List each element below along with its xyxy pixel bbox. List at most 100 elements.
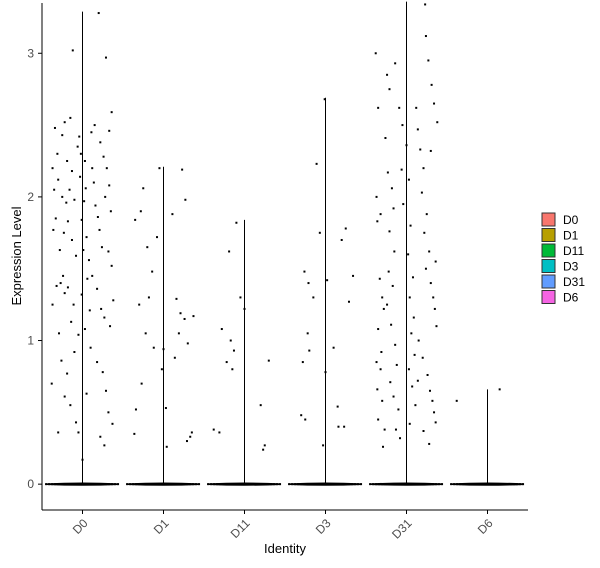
data-point: [104, 195, 107, 198]
data-point: [104, 389, 107, 392]
data-point: [229, 339, 232, 342]
data-point: [405, 144, 408, 147]
data-point: [435, 325, 438, 328]
data-point: [168, 483, 171, 486]
data-point: [219, 483, 222, 486]
data-point: [412, 316, 415, 319]
data-point: [394, 428, 397, 431]
data-point: [495, 483, 498, 486]
data-point: [516, 483, 519, 486]
data-point: [390, 323, 393, 326]
data-point: [142, 187, 145, 190]
data-point: [213, 483, 216, 486]
data-point: [372, 483, 375, 486]
legend-key: [541, 243, 556, 258]
data-point: [225, 361, 228, 364]
x-tick-label-d11: D11: [228, 516, 253, 541]
data-point: [63, 483, 66, 486]
data-point: [151, 270, 154, 273]
data-point: [428, 250, 431, 253]
data-point: [117, 483, 120, 486]
data-point: [246, 483, 249, 486]
data-point: [153, 483, 156, 486]
data-point: [427, 59, 430, 62]
data-point: [382, 445, 385, 448]
data-point: [158, 167, 161, 170]
data-point: [306, 332, 309, 335]
violin-d11: [208, 219, 281, 486]
data-point: [425, 213, 428, 216]
data-point: [92, 181, 95, 184]
data-point: [97, 12, 100, 15]
data-point: [394, 343, 397, 346]
data-point: [72, 483, 75, 486]
data-point: [94, 204, 97, 207]
legend-label: D31: [563, 275, 585, 289]
data-point: [53, 188, 56, 191]
data-point: [96, 361, 99, 364]
data-point: [102, 155, 105, 158]
data-point: [189, 483, 192, 486]
data-point: [434, 421, 437, 424]
data-point: [441, 483, 444, 486]
data-point: [312, 483, 315, 486]
data-point: [348, 483, 351, 486]
data-point: [109, 210, 112, 213]
data-point: [422, 430, 425, 433]
data-point: [66, 372, 69, 375]
x-tick-label-d3: D3: [313, 516, 334, 537]
data-point: [243, 483, 246, 486]
data-point: [294, 483, 297, 486]
data-point: [181, 168, 184, 171]
data-point: [186, 483, 189, 486]
data-point: [276, 483, 279, 486]
data-point: [52, 228, 55, 231]
data-point: [185, 440, 188, 443]
data-point: [396, 483, 399, 486]
data-point: [103, 444, 106, 447]
data-point: [105, 167, 108, 170]
data-point: [333, 483, 336, 486]
data-point: [240, 483, 243, 486]
data-point: [424, 35, 427, 38]
data-point: [424, 267, 427, 270]
data-point: [189, 435, 192, 438]
data-point: [375, 483, 378, 486]
data-point: [159, 483, 162, 486]
data-point: [318, 483, 321, 486]
data-point: [386, 171, 389, 174]
legend-label: D11: [563, 244, 584, 258]
data-point: [110, 264, 113, 267]
data-point: [409, 224, 412, 227]
data-point: [152, 346, 155, 349]
data-point: [96, 287, 99, 290]
data-point: [519, 483, 522, 486]
data-point: [375, 361, 378, 364]
data-point: [70, 238, 73, 241]
data-point: [386, 73, 389, 76]
data-point: [414, 483, 417, 486]
data-point: [218, 431, 221, 434]
data-point: [109, 325, 112, 328]
data-point: [110, 111, 113, 114]
data-point: [345, 483, 348, 486]
data-point: [144, 332, 147, 335]
data-point: [389, 381, 392, 384]
data-point: [91, 274, 94, 277]
data-point: [50, 382, 53, 385]
data-point: [388, 230, 391, 233]
data-point: [132, 483, 135, 486]
data-point: [408, 422, 411, 425]
data-point: [57, 178, 60, 181]
legend-label: D1: [563, 229, 579, 243]
x-tick-label-d1: D1: [151, 516, 172, 537]
data-point: [411, 483, 414, 486]
legend-item-d1: D1: [541, 228, 579, 243]
data-point: [61, 134, 64, 137]
data-point: [393, 483, 396, 486]
data-point: [174, 483, 177, 486]
data-point: [330, 483, 333, 486]
data-point: [138, 303, 141, 306]
data-point: [69, 116, 72, 119]
data-point: [324, 371, 327, 374]
